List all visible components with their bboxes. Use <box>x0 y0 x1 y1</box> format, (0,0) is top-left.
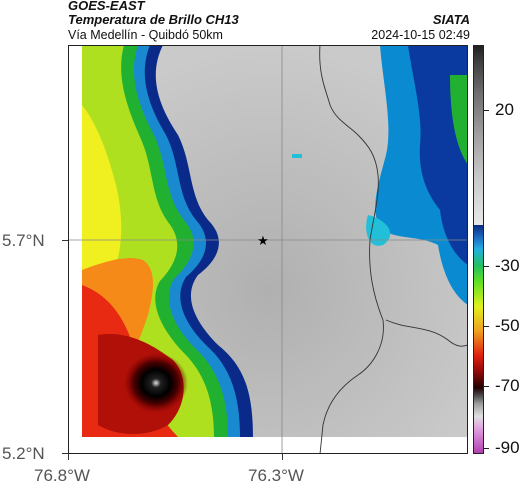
satellite-title: GOES-EAST <box>68 0 145 13</box>
colorbar <box>473 45 484 454</box>
colorbar-label-minus70: -70 <box>495 376 520 395</box>
region-subtitle: Vía Medellín - Quibdó 50km <box>68 28 223 42</box>
lon-label-76-8: 76.8°W <box>34 466 90 485</box>
colorbar-label-minus30: -30 <box>495 256 520 275</box>
lat-label-5-2: 5.2°N <box>2 444 45 463</box>
colorbar-label-minus50: -50 <box>495 316 520 335</box>
source-label: SIATA <box>432 12 470 27</box>
colorbar-label-20: 20 <box>495 100 514 119</box>
lat-label-5-7: 5.7°N <box>2 231 45 250</box>
location-star: ★ <box>257 233 269 248</box>
product-title: Temperatura de Brillo CH13 <box>68 12 239 27</box>
datetime-label: 2024-10-15 02:49 <box>371 28 470 42</box>
cold-cloud-core <box>124 353 188 413</box>
colorbar-label-minus90: -90 <box>495 438 520 457</box>
department-border <box>319 45 384 454</box>
brightness-temperature-map: ★ <box>68 45 468 454</box>
lon-label-76-3: 76.3°W <box>248 466 304 485</box>
